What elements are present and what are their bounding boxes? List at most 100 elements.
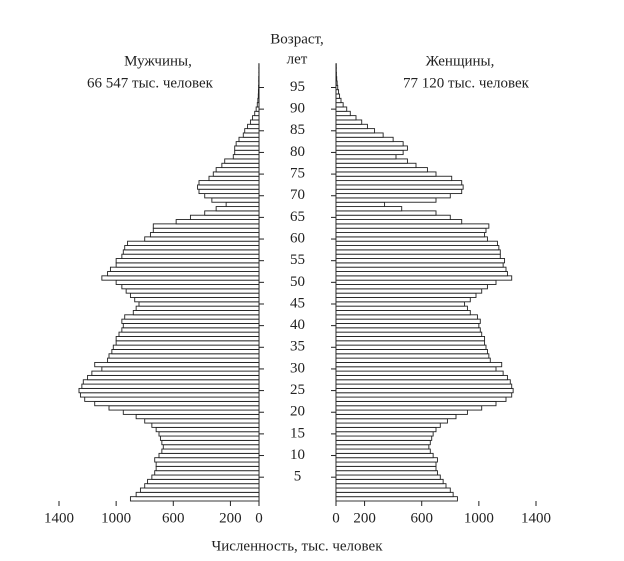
bar — [335, 301, 466, 307]
bar — [335, 478, 444, 485]
bar — [335, 487, 451, 493]
bar — [335, 84, 339, 91]
bar — [335, 310, 471, 316]
bar — [335, 227, 487, 233]
y-tick-label: 95 — [290, 79, 305, 95]
y-tick-label: 10 — [290, 447, 305, 463]
bar — [335, 418, 448, 424]
bar — [335, 400, 497, 407]
bar — [335, 266, 507, 272]
x-tick-label: 1000 — [464, 510, 494, 526]
bar — [335, 193, 451, 199]
bar — [107, 271, 260, 277]
bar — [335, 426, 437, 433]
bar — [212, 171, 260, 177]
bar — [129, 292, 260, 298]
bar — [335, 145, 408, 151]
bar — [124, 245, 260, 251]
bar — [118, 331, 260, 337]
bar — [335, 245, 500, 251]
bar — [335, 214, 451, 221]
bar — [257, 93, 260, 99]
bar — [335, 392, 513, 398]
y-tick-label: 35 — [290, 339, 305, 355]
bar — [335, 232, 486, 238]
bar — [155, 426, 260, 433]
bar — [335, 349, 488, 355]
bar — [161, 439, 260, 446]
bar — [121, 318, 260, 324]
bar — [107, 357, 260, 363]
bar — [335, 409, 468, 415]
bar — [335, 374, 508, 381]
bar — [335, 353, 490, 359]
y-tick-label: 80 — [290, 144, 305, 160]
bar — [335, 387, 514, 394]
bar — [108, 353, 260, 359]
bar — [152, 227, 260, 233]
bar — [154, 470, 260, 476]
bar — [122, 323, 260, 329]
bar — [335, 297, 471, 303]
bar — [335, 262, 504, 268]
bar — [121, 284, 260, 290]
y-tick-label: 30 — [290, 360, 305, 376]
bar — [159, 435, 260, 441]
x-tick-label: 0 — [332, 510, 340, 526]
bar — [79, 392, 260, 398]
bar — [335, 102, 344, 108]
bar — [242, 132, 260, 138]
bar — [247, 123, 260, 130]
bar — [335, 366, 497, 372]
bar — [151, 422, 260, 428]
bar — [335, 119, 363, 125]
bar — [155, 465, 260, 472]
bar — [335, 379, 511, 385]
bar — [161, 448, 260, 454]
bar — [335, 141, 404, 147]
bar — [147, 478, 260, 485]
bar — [335, 452, 434, 459]
bar — [208, 175, 260, 182]
bar — [335, 201, 386, 208]
y-tick-label: 65 — [290, 209, 305, 225]
bar — [144, 483, 260, 489]
bar — [335, 344, 487, 350]
bar — [335, 223, 490, 229]
bar — [335, 219, 463, 225]
bar — [335, 162, 417, 169]
x-tick-label: 200 — [219, 510, 242, 526]
bar — [335, 149, 404, 156]
bar — [257, 89, 260, 95]
bar — [122, 249, 260, 255]
bar — [225, 201, 260, 208]
y-tick-label: 60 — [290, 230, 305, 246]
bar — [335, 470, 438, 476]
x-tick-label: 0 — [255, 510, 263, 526]
bar — [335, 188, 463, 195]
bar — [129, 496, 260, 502]
x-tick-label: 600 — [410, 510, 433, 526]
bar — [335, 465, 437, 472]
bar — [335, 292, 477, 298]
bar — [335, 253, 501, 259]
bar — [234, 145, 260, 151]
bar — [189, 214, 260, 221]
bar — [335, 448, 431, 454]
bar — [122, 409, 260, 415]
bar — [335, 331, 483, 337]
bar — [255, 106, 260, 112]
bar — [335, 271, 508, 277]
bar — [335, 275, 513, 281]
bar — [155, 461, 260, 467]
bar — [244, 128, 260, 134]
bar — [221, 162, 260, 169]
bar — [135, 491, 260, 498]
bar — [87, 374, 260, 381]
bar — [335, 396, 507, 402]
bar — [127, 240, 260, 246]
bar — [144, 236, 260, 242]
bar — [335, 439, 431, 446]
bar — [335, 236, 488, 242]
